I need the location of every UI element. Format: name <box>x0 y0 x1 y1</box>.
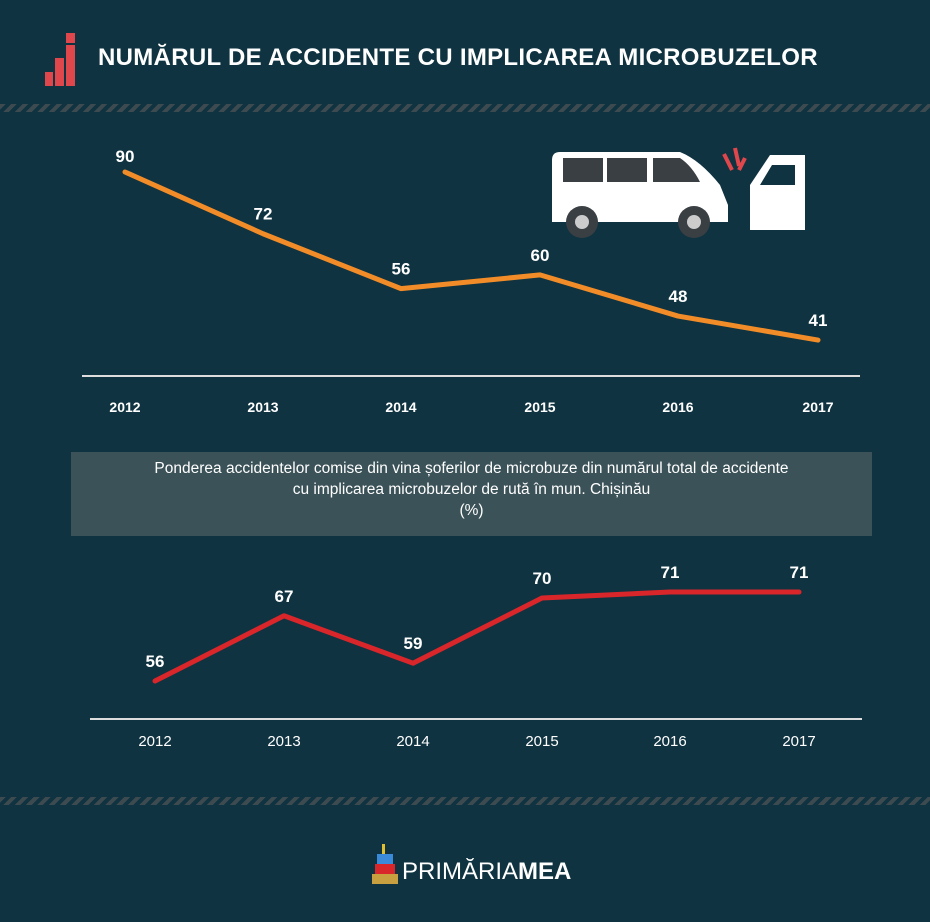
x-tick-label: 2013 <box>267 733 300 750</box>
series-line-2 <box>152 589 802 684</box>
data-label: 48 <box>669 287 688 306</box>
x-tick-label: 2017 <box>802 399 833 415</box>
data-label: 71 <box>790 563 809 582</box>
x-tick-label: 2017 <box>782 733 815 750</box>
data-label: 60 <box>531 246 550 265</box>
x-tick-label: 2012 <box>109 399 140 415</box>
x-tick-label: 2014 <box>396 733 429 750</box>
divider <box>0 797 930 805</box>
page-title: NUMĂRUL DE ACCIDENTE CU IMPLICAREA MICRO… <box>98 44 818 71</box>
data-label: 67 <box>275 587 294 606</box>
data-label: 90 <box>116 147 135 166</box>
x-tick-label: 2016 <box>662 399 693 415</box>
data-label: 70 <box>533 569 552 588</box>
x-tick-label: 2012 <box>138 733 171 750</box>
x-tick-label: 2014 <box>385 399 416 415</box>
subtitle-line: cu implicarea microbuzelor de rută în mu… <box>292 481 651 498</box>
logo: PRIMĂRIAMEA <box>402 858 571 886</box>
data-label: 72 <box>254 205 273 224</box>
data-label: 56 <box>392 260 411 279</box>
logo-part2: MEA <box>518 858 572 885</box>
van-icon <box>552 147 805 238</box>
data-label: 59 <box>404 634 423 653</box>
chart2-subtitle: Ponderea accidentelor comise din vina șo… <box>71 452 872 536</box>
subtitle-line: (%) <box>459 502 484 519</box>
data-label: 56 <box>146 652 165 671</box>
data-label: 41 <box>809 311 828 330</box>
logo-icon <box>372 844 398 884</box>
divider <box>0 104 930 112</box>
x-tick-label: 2015 <box>524 399 555 415</box>
subtitle-line: Ponderea accidentelor comise din vina șo… <box>154 460 789 477</box>
x-tick-label: 2016 <box>653 733 686 750</box>
bars-icon <box>45 33 75 86</box>
series-line-1 <box>122 169 821 343</box>
x-tick-label: 2015 <box>525 733 558 750</box>
logo-part1: PRIMĂRIA <box>402 858 519 885</box>
x-tick-label: 2013 <box>247 399 278 415</box>
data-label: 71 <box>661 563 680 582</box>
